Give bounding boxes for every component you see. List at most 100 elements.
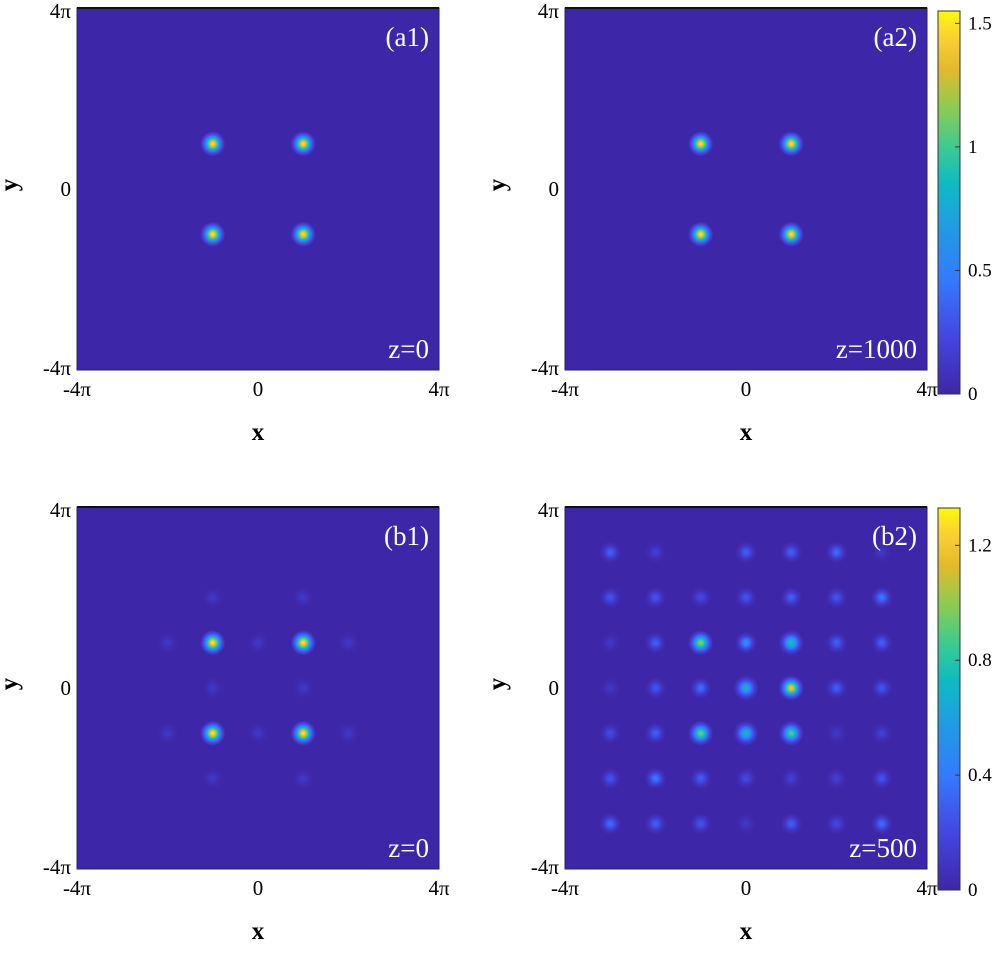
propagation-distance: z=1000	[836, 334, 917, 364]
intensity-spot	[870, 586, 893, 609]
intensity-spot	[778, 675, 804, 701]
intensity-spot	[292, 677, 315, 699]
intensity-spot	[599, 541, 622, 564]
colorbar: 0 0.4 0.8 1.2	[937, 507, 992, 901]
intensity-spot	[870, 722, 893, 745]
intensity-spot	[825, 722, 848, 745]
panel-a1: (a1) z=0 -4π 0 4π 4π 0 -4π x y	[0, 0, 450, 446]
plot-area	[77, 507, 439, 869]
x-tick-label: -4π	[63, 876, 91, 900]
y-tick-label: 0	[61, 177, 72, 201]
y-tick-label: 0	[549, 676, 560, 700]
intensity-spot	[599, 631, 622, 654]
intensity-spot	[337, 631, 360, 654]
x-axis-label: x	[252, 419, 265, 446]
colorbar-tick-label: 1.2	[968, 535, 992, 556]
intensity-spot	[689, 677, 712, 699]
y-tick-label: 0	[61, 676, 72, 700]
intensity-spot	[735, 812, 757, 835]
colorbar-tick-label: 0.5	[968, 260, 992, 281]
intensity-spot	[644, 812, 667, 835]
y-axis-label: y	[484, 178, 511, 191]
intensity-spot	[290, 221, 316, 247]
intensity-spot	[290, 131, 316, 157]
intensity-spot	[201, 586, 224, 609]
x-tick-label: 0	[741, 377, 752, 401]
intensity-spot	[599, 586, 622, 609]
y-axis-label: y	[484, 677, 511, 690]
propagation-distance: z=0	[388, 334, 429, 364]
intensity-spot	[337, 722, 360, 745]
panel-label: (a2)	[874, 22, 917, 52]
intensity-spot	[735, 586, 757, 609]
x-tick-label: 4π	[916, 876, 938, 900]
intensity-spot	[870, 677, 893, 699]
intensity-spot	[780, 812, 803, 835]
intensity-spot	[156, 631, 179, 654]
intensity-spot	[644, 586, 667, 609]
intensity-spot	[688, 221, 714, 247]
panel-a2: (a2) z=1000 -4π 0 4π 4π 0 -4π x y	[484, 0, 938, 446]
x-tick-label: -4π	[551, 876, 579, 900]
intensity-spot	[735, 767, 757, 790]
x-tick-label: 4π	[916, 377, 938, 401]
colorbar-tick-label: 0.4	[968, 765, 992, 786]
y-tick-label: -4π	[43, 356, 71, 380]
panel-b1: (b1) z=0 -4π 0 4π 4π 0 -4π x y	[0, 498, 450, 945]
propagation-distance: z=500	[849, 833, 917, 863]
x-tick-label: -4π	[551, 377, 579, 401]
x-tick-label: -4π	[63, 377, 91, 401]
intensity-spot	[689, 586, 712, 609]
intensity-spot	[870, 631, 893, 654]
intensity-spot	[689, 541, 712, 564]
panel-b2: (b2) z=500 -4π 0 4π 4π 0 -4π x y	[484, 498, 938, 945]
y-axis-label: y	[0, 677, 23, 690]
plot-area	[565, 8, 927, 370]
plot-area	[77, 8, 439, 370]
intensity-spot	[290, 630, 316, 656]
intensity-spot	[735, 631, 757, 654]
intensity-spot	[599, 812, 622, 835]
intensity-spot	[156, 722, 179, 745]
colorbar-gradient	[937, 507, 961, 891]
intensity-spot	[825, 586, 848, 609]
intensity-spot	[825, 812, 848, 835]
propagation-distance: z=0	[388, 833, 429, 863]
intensity-spot	[599, 767, 622, 790]
colorbar: 0 0.5 1 1.5	[937, 10, 992, 405]
intensity-spot	[780, 767, 803, 790]
intensity-spot	[599, 722, 622, 745]
intensity-spot	[688, 131, 714, 157]
x-axis-label: x	[740, 918, 753, 945]
intensity-spot	[644, 677, 667, 699]
colorbar-tick-label: 1	[968, 137, 978, 158]
intensity-spot	[825, 677, 848, 699]
intensity-spot	[870, 541, 893, 564]
intensity-spot	[644, 722, 667, 745]
intensity-spot	[290, 720, 316, 746]
intensity-spot	[688, 630, 714, 656]
x-tick-label: 0	[253, 876, 264, 900]
intensity-spot	[644, 541, 667, 564]
intensity-spot	[599, 677, 622, 699]
intensity-spot	[644, 631, 667, 654]
intensity-spot	[689, 767, 712, 790]
intensity-spot	[825, 767, 848, 790]
colorbar-tick-label: 0.8	[968, 650, 992, 671]
colorbar-tick-label: 1.5	[968, 13, 992, 34]
colorbar-tick-label: 0	[968, 880, 978, 901]
intensity-spot	[688, 720, 714, 746]
intensity-spot	[292, 586, 315, 609]
y-tick-label: -4π	[43, 855, 71, 879]
x-axis-label: x	[252, 918, 265, 945]
y-tick-label: 4π	[50, 0, 72, 23]
intensity-spot	[778, 630, 804, 656]
intensity-spot	[778, 131, 804, 157]
y-tick-label: 0	[549, 177, 560, 201]
intensity-spot	[870, 767, 893, 790]
intensity-spot	[247, 722, 269, 745]
x-axis-label: x	[740, 419, 753, 446]
x-tick-label: 4π	[428, 377, 450, 401]
intensity-spot	[825, 541, 848, 564]
